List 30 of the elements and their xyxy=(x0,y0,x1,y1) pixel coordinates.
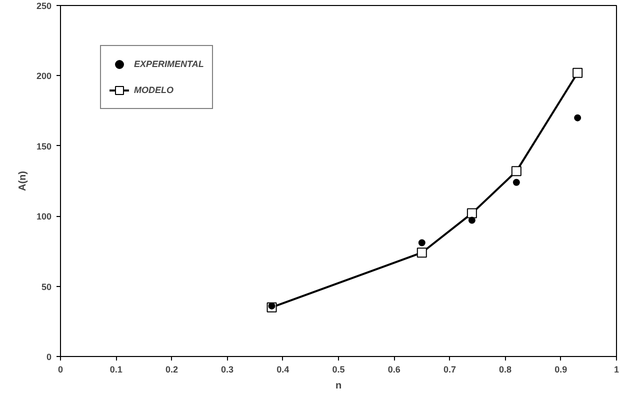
x-tick-label: 0 xyxy=(58,364,64,374)
x-tick-label: 0.3 xyxy=(221,364,234,374)
x-tick-label: 0.7 xyxy=(443,364,456,374)
y-axis-title: A(n) xyxy=(17,170,28,191)
y-tick-label: 150 xyxy=(36,141,52,152)
point xyxy=(572,68,583,78)
point xyxy=(416,248,427,258)
x-tick-label: 0.5 xyxy=(332,364,345,374)
point xyxy=(418,239,426,246)
x-tick-label: 1 xyxy=(614,364,620,374)
y-tick-label: 200 xyxy=(36,71,52,82)
y-tick-label: 250 xyxy=(36,1,52,11)
y-tick-label: 50 xyxy=(41,282,52,292)
point xyxy=(574,114,582,122)
x-tick-label: 0.9 xyxy=(554,364,568,374)
legend-label: MODELO xyxy=(134,85,174,95)
x-tick-label: 0.1 xyxy=(110,364,122,374)
y-tick-label: 0 xyxy=(46,352,52,362)
y-tick-label: 100 xyxy=(36,212,52,222)
point xyxy=(466,208,477,218)
x-axis-title: n xyxy=(335,380,342,392)
x-tick-label: 0.6 xyxy=(388,364,400,374)
point xyxy=(268,302,276,310)
x-tick-label: 0.2 xyxy=(165,364,178,374)
x-tick-label: 0.4 xyxy=(276,364,290,374)
point xyxy=(511,166,522,176)
point xyxy=(468,216,476,224)
x-tick-label: 0.8 xyxy=(499,364,512,374)
legend-label: EXPERIMENTAL xyxy=(134,59,204,69)
point xyxy=(512,178,520,186)
